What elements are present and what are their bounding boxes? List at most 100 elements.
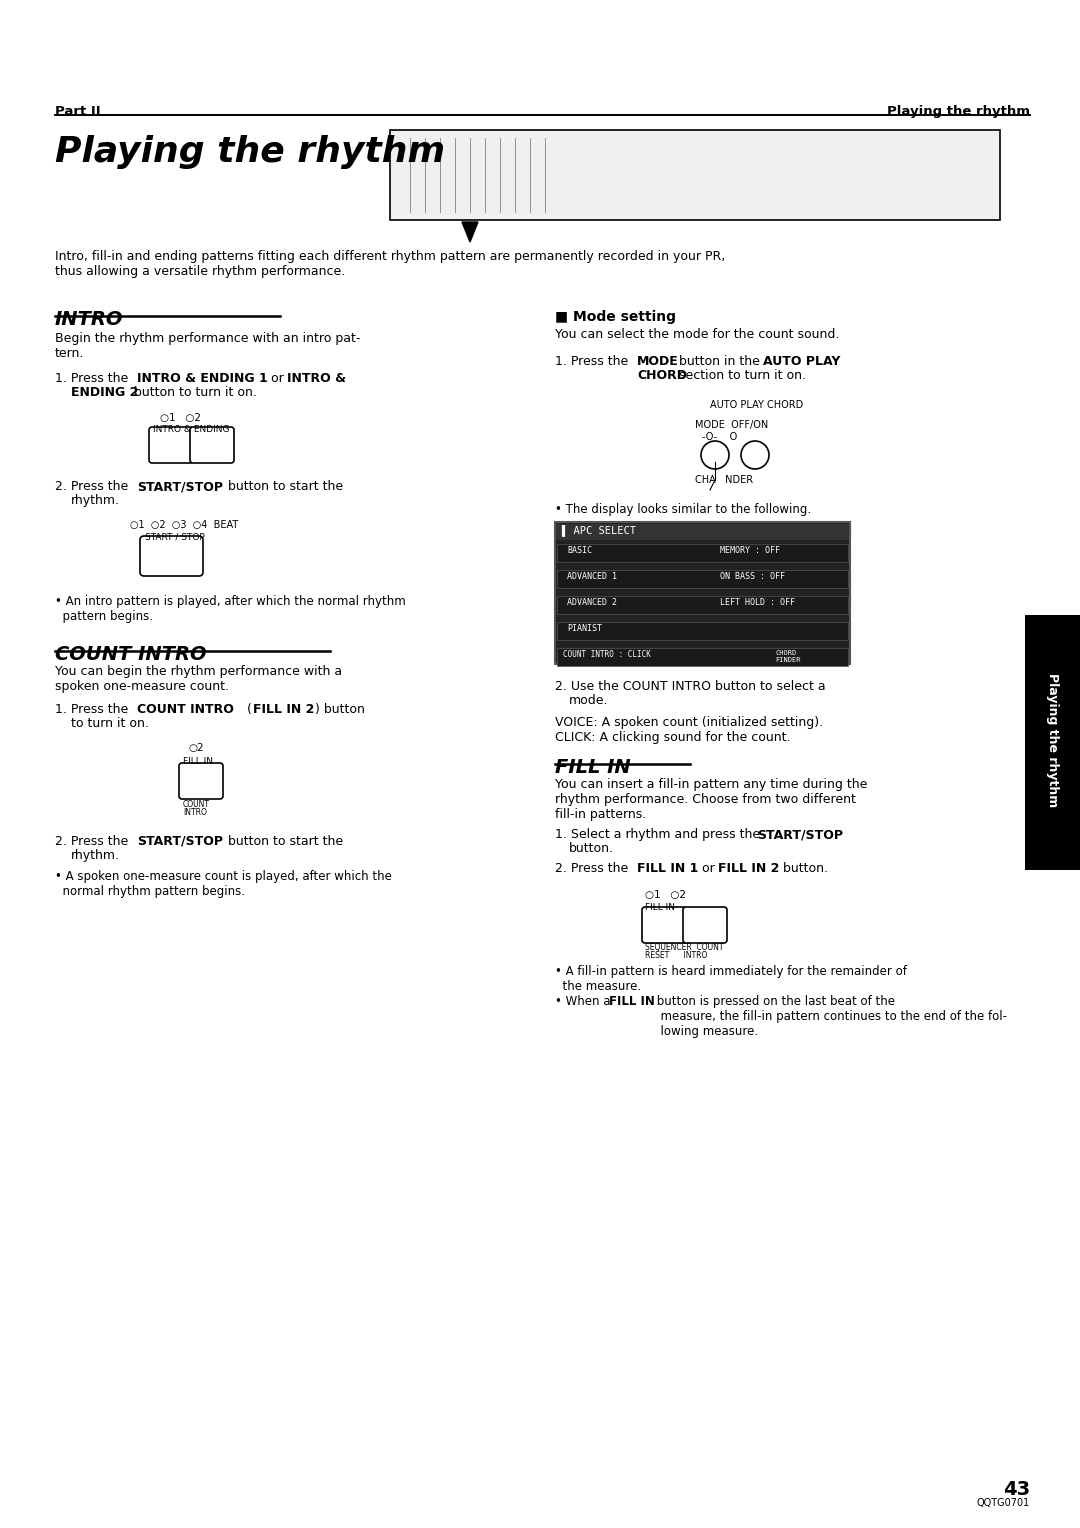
Text: ADVANCED 2: ADVANCED 2 — [567, 597, 617, 607]
FancyBboxPatch shape — [557, 622, 848, 640]
Polygon shape — [462, 222, 478, 241]
FancyBboxPatch shape — [557, 544, 848, 562]
Text: 1. Select a rhythm and press the: 1. Select a rhythm and press the — [555, 828, 765, 840]
Text: • The display looks similar to the following.: • The display looks similar to the follo… — [555, 503, 811, 516]
Text: button.: button. — [779, 862, 828, 876]
Text: button to start the: button to start the — [224, 480, 343, 494]
Ellipse shape — [741, 442, 769, 469]
Text: AUTO PLAY: AUTO PLAY — [762, 354, 840, 368]
Text: START/STOP: START/STOP — [757, 828, 843, 840]
Text: START/STOP: START/STOP — [137, 480, 222, 494]
Text: ON BASS : OFF: ON BASS : OFF — [720, 571, 785, 581]
FancyBboxPatch shape — [149, 426, 193, 463]
Text: button in the: button in the — [675, 354, 764, 368]
Text: VOICE: A spoken count (initialized setting).
CLICK: A clicking sound for the cou: VOICE: A spoken count (initialized setti… — [555, 717, 823, 744]
Text: ○2: ○2 — [188, 743, 204, 753]
Text: 43: 43 — [1003, 1481, 1030, 1499]
Text: rhythm.: rhythm. — [71, 850, 120, 862]
Text: INTRO & ENDING 1: INTRO & ENDING 1 — [137, 371, 268, 385]
Text: FILL IN: FILL IN — [183, 756, 213, 766]
Text: button.: button. — [569, 842, 615, 856]
Text: • A fill-in pattern is heard immediately for the remainder of
  the measure.: • A fill-in pattern is heard immediately… — [555, 966, 907, 993]
FancyBboxPatch shape — [642, 908, 686, 943]
Text: Intro, fill-in and ending patterns fitting each different rhythm pattern are per: Intro, fill-in and ending patterns fitti… — [55, 251, 726, 278]
Text: CHA   NDER: CHA NDER — [696, 475, 753, 484]
Text: to turn it on.: to turn it on. — [71, 717, 149, 730]
Text: section to turn it on.: section to turn it on. — [675, 368, 806, 382]
Text: AUTO PLAY CHORD: AUTO PLAY CHORD — [710, 400, 804, 410]
Text: 2. Use the COUNT INTRO button to select a: 2. Use the COUNT INTRO button to select … — [555, 680, 825, 694]
Text: mode.: mode. — [569, 694, 608, 707]
Text: or: or — [267, 371, 287, 385]
Text: SEQUENCER  COUNT: SEQUENCER COUNT — [645, 943, 724, 952]
Text: button to start the: button to start the — [224, 834, 343, 848]
Text: MODE  OFF/ON: MODE OFF/ON — [696, 420, 768, 429]
Text: COUNT INTRO: COUNT INTRO — [55, 645, 206, 665]
FancyBboxPatch shape — [557, 570, 848, 588]
Text: CHORD: CHORD — [637, 368, 687, 382]
Text: Begin the rhythm performance with an intro pat-
tern.: Begin the rhythm performance with an int… — [55, 332, 361, 361]
Text: Playing the rhythm: Playing the rhythm — [55, 134, 445, 170]
Text: Playing the rhythm: Playing the rhythm — [1045, 672, 1058, 807]
Text: INTRO &: INTRO & — [287, 371, 346, 385]
Text: (: ( — [243, 703, 252, 717]
Text: FILL IN 2: FILL IN 2 — [253, 703, 314, 717]
Text: START/STOP: START/STOP — [137, 834, 222, 848]
Text: ENDING 2: ENDING 2 — [71, 387, 138, 399]
Ellipse shape — [701, 442, 729, 469]
Text: FILL IN: FILL IN — [609, 995, 654, 1008]
Text: ▌ APC SELECT: ▌ APC SELECT — [561, 524, 636, 536]
Text: 1. Press the: 1. Press the — [55, 371, 132, 385]
Text: FILL IN: FILL IN — [555, 758, 631, 778]
Text: START / STOP: START / STOP — [145, 533, 205, 542]
Text: RESET      INTRO: RESET INTRO — [645, 950, 707, 960]
Text: 1. Press the: 1. Press the — [555, 354, 632, 368]
Text: CHORD
FINDER: CHORD FINDER — [775, 649, 800, 663]
Text: COUNT: COUNT — [183, 801, 210, 808]
Text: -O-    O: -O- O — [702, 432, 738, 442]
Text: • A spoken one-measure count is played, after which the
  normal rhythm pattern : • A spoken one-measure count is played, … — [55, 869, 392, 898]
Text: ○1   ○2: ○1 ○2 — [645, 889, 686, 900]
Text: Part II: Part II — [55, 105, 100, 118]
Text: INTRO & ENDING: INTRO & ENDING — [153, 425, 229, 434]
Text: or: or — [698, 862, 719, 876]
Text: LEFT HOLD : OFF: LEFT HOLD : OFF — [720, 597, 795, 607]
Text: Playing the rhythm: Playing the rhythm — [887, 105, 1030, 118]
Text: ADVANCED 1: ADVANCED 1 — [567, 571, 617, 581]
Text: button to turn it on.: button to turn it on. — [130, 387, 257, 399]
Text: QQTG0701: QQTG0701 — [976, 1497, 1030, 1508]
FancyBboxPatch shape — [683, 908, 727, 943]
Text: 2. Press the: 2. Press the — [55, 834, 132, 848]
FancyBboxPatch shape — [190, 426, 234, 463]
Text: COUNT INTRO: COUNT INTRO — [137, 703, 234, 717]
Text: MEMORY : OFF: MEMORY : OFF — [720, 545, 780, 555]
Text: FILL IN 1: FILL IN 1 — [637, 862, 699, 876]
FancyBboxPatch shape — [1025, 614, 1080, 869]
Text: PIANIST: PIANIST — [567, 623, 602, 633]
Text: • An intro pattern is played, after which the normal rhythm
  pattern begins.: • An intro pattern is played, after whic… — [55, 594, 406, 623]
Text: ○1  ○2  ○3  ○4  BEAT: ○1 ○2 ○3 ○4 BEAT — [130, 520, 239, 530]
Text: You can select the mode for the count sound.: You can select the mode for the count so… — [555, 329, 839, 341]
Text: 1. Press the: 1. Press the — [55, 703, 132, 717]
Text: rhythm.: rhythm. — [71, 494, 120, 507]
FancyBboxPatch shape — [555, 523, 850, 665]
FancyBboxPatch shape — [556, 524, 849, 539]
Text: COUNT INTRO : CLICK: COUNT INTRO : CLICK — [563, 649, 651, 659]
Text: MODE: MODE — [637, 354, 678, 368]
Text: You can insert a fill-in pattern any time during the
rhythm performance. Choose : You can insert a fill-in pattern any tim… — [555, 778, 867, 821]
FancyBboxPatch shape — [390, 130, 1000, 220]
Text: FILL IN: FILL IN — [645, 903, 675, 912]
Text: 2. Press the: 2. Press the — [555, 862, 632, 876]
Text: 2. Press the: 2. Press the — [55, 480, 132, 494]
Text: ■ Mode setting: ■ Mode setting — [555, 310, 676, 324]
Text: • When a: • When a — [555, 995, 615, 1008]
Text: INTRO: INTRO — [183, 808, 207, 817]
Text: ) button: ) button — [315, 703, 365, 717]
Text: FILL IN 2: FILL IN 2 — [718, 862, 780, 876]
FancyBboxPatch shape — [557, 648, 848, 666]
Text: INTRO: INTRO — [55, 310, 123, 329]
FancyBboxPatch shape — [140, 536, 203, 576]
Text: ○1   ○2: ○1 ○2 — [160, 413, 201, 423]
FancyBboxPatch shape — [179, 762, 222, 799]
Text: BASIC: BASIC — [567, 545, 592, 555]
